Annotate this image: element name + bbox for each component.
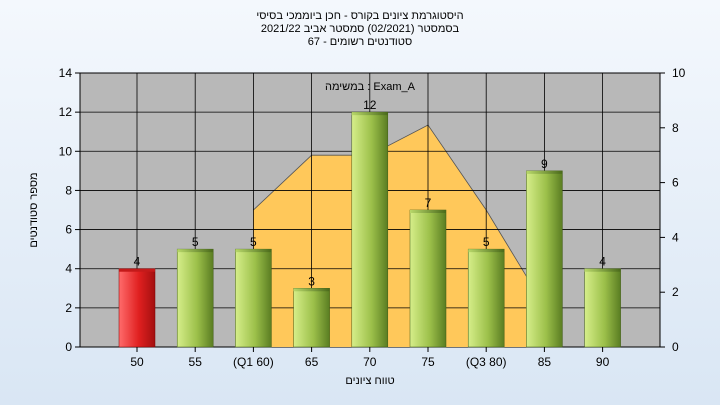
bar-top xyxy=(410,210,446,213)
chart-title-line-3: סטודנטים רשומים - 67 xyxy=(307,36,413,48)
y2-tick-label: 4 xyxy=(672,230,679,244)
y2-tick-label: 0 xyxy=(672,340,679,354)
chart-title-line-1: היסטוגרמת ציונים בקורס - חכן ביוממכי בסי… xyxy=(256,10,464,22)
bar-value-label: 5 xyxy=(250,235,257,249)
x-tick-label: 75 xyxy=(421,355,435,369)
x-tick-label: 90 xyxy=(596,355,610,369)
bar-top xyxy=(293,288,330,292)
bar-value-label: 7 xyxy=(425,196,432,210)
y-tick-label: 6 xyxy=(65,223,72,237)
y2-tick-label: 8 xyxy=(672,121,679,135)
x-tick-label: 85 xyxy=(538,355,552,369)
bar-top xyxy=(351,112,388,116)
y2-tick-label: 6 xyxy=(672,176,679,190)
y-tick-label: 0 xyxy=(65,340,72,354)
bar-top xyxy=(526,170,563,174)
y2-tick-label: 10 xyxy=(672,66,686,80)
bar xyxy=(351,111,389,348)
bar-top xyxy=(177,249,214,253)
bar xyxy=(293,288,330,348)
y-axis-label: מספר סטודנטים xyxy=(28,172,40,247)
y-tick-label: 4 xyxy=(65,262,72,276)
y-tick-label: 8 xyxy=(65,183,72,197)
bar-top xyxy=(468,249,505,253)
bar-value-label: 9 xyxy=(541,157,548,171)
x-tick-label: 55 xyxy=(189,355,203,369)
bar xyxy=(409,209,447,348)
x-tick-label: 70 xyxy=(363,355,377,369)
bar-value-label: 12 xyxy=(363,98,377,112)
y2-tick-label: 2 xyxy=(672,285,679,299)
y-tick-label: 10 xyxy=(59,144,73,158)
overlay-outline xyxy=(253,124,545,307)
bar-value-label: 4 xyxy=(134,255,141,269)
x-axis-label: טווח ציונים xyxy=(345,375,394,387)
chart-subtitle: במשימה : Exam_A xyxy=(325,81,416,93)
bar-top xyxy=(119,268,155,272)
bar xyxy=(235,248,272,348)
x-tick-label: 50 xyxy=(130,355,144,369)
bar-value-label: 5 xyxy=(483,235,490,249)
x-tick-label: 65 xyxy=(305,355,319,369)
chart-title-line-2: בסמסטר (02/2021) סמסטר אביב 2021/22 xyxy=(260,23,460,35)
y-tick-label: 2 xyxy=(65,301,72,315)
bar xyxy=(526,170,563,348)
bar xyxy=(176,248,214,348)
bar-top xyxy=(235,249,272,253)
x-tick-label: (Q3 80) xyxy=(466,355,507,369)
bar-top xyxy=(584,268,621,272)
bar-value-label: 4 xyxy=(599,255,606,269)
y-tick-label: 12 xyxy=(59,105,73,119)
x-tick-label: (Q1 60) xyxy=(233,355,274,369)
bar xyxy=(584,268,621,348)
y-tick-label: 14 xyxy=(59,66,73,80)
bar-value-label: 3 xyxy=(308,274,315,288)
bar-value-label: 5 xyxy=(192,235,199,249)
bar xyxy=(467,248,505,348)
bar xyxy=(118,268,156,348)
